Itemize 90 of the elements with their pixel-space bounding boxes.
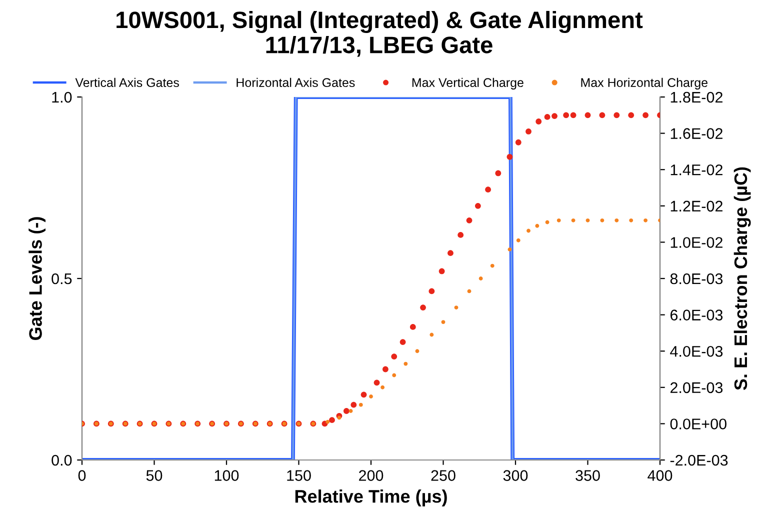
- point: [358, 402, 363, 407]
- point: [526, 128, 532, 134]
- x-tick-label: 250: [431, 470, 456, 481]
- y-tick-label: 0.5: [52, 273, 72, 284]
- point: [570, 112, 576, 118]
- point: [441, 320, 446, 324]
- x-tick-label: 0: [78, 470, 86, 481]
- point: [508, 247, 512, 252]
- point: [415, 349, 420, 354]
- point: [400, 339, 406, 345]
- point: [360, 392, 367, 398]
- point: [337, 416, 342, 420]
- y2-tick-label: 6.0E-03: [670, 310, 723, 320]
- x-tick-label: 200: [359, 470, 384, 481]
- y2-tick-label: 1.8E-02: [670, 92, 722, 103]
- point: [614, 218, 619, 222]
- y2-tick-label: 1.6E-02: [670, 128, 722, 139]
- point: [495, 170, 502, 176]
- legend-label: Max Vertical Charge: [412, 78, 524, 90]
- point: [467, 289, 472, 294]
- x-tick-label: 50: [146, 470, 162, 481]
- y-tick-label: 1.0: [52, 92, 72, 103]
- point: [420, 304, 426, 310]
- x-tick-label: 400: [648, 470, 672, 481]
- point: [478, 276, 483, 280]
- y2-tick-label: 1.2E-02: [670, 200, 722, 212]
- point: [343, 408, 350, 414]
- point: [348, 409, 353, 413]
- y2-tick-label: 1.0E-02: [670, 237, 722, 248]
- y2-tick-label: 4.0E-03: [670, 346, 723, 357]
- x-tick-label: 350: [576, 470, 600, 481]
- point: [474, 202, 481, 209]
- point: [644, 218, 648, 222]
- point: [430, 332, 434, 337]
- point: [374, 380, 380, 386]
- point: [490, 264, 494, 268]
- point: [535, 224, 540, 228]
- x-tick-label: 100: [214, 470, 239, 481]
- y2-tick-label: 8.0E-03: [670, 273, 723, 284]
- x-axis-title: Relative Time (µs): [295, 490, 447, 506]
- chart-title: 10WS001, Signal (Integrated) & Gate Alignment: [116, 10, 643, 34]
- point: [382, 366, 388, 372]
- point: [556, 218, 561, 222]
- x-tick-label: 150: [287, 470, 311, 481]
- point: [329, 417, 335, 424]
- chart-subtitle: 11/17/13, LBEG Gate: [266, 36, 492, 57]
- point: [586, 218, 590, 222]
- point: [350, 402, 357, 408]
- y2-tick-label: 0.0E+00: [670, 418, 726, 430]
- point: [536, 118, 542, 124]
- y2-tick-label: -2.0E-03: [670, 454, 728, 466]
- x-tick-label: 300: [503, 470, 528, 481]
- point: [392, 373, 396, 378]
- point: [454, 306, 458, 310]
- point: [458, 232, 464, 238]
- point: [369, 394, 373, 398]
- point: [448, 250, 454, 256]
- y2-tick-label: 2.0E-03: [670, 382, 723, 394]
- point: [380, 385, 385, 390]
- point: [584, 112, 591, 118]
- point: [599, 112, 606, 118]
- point: [526, 228, 530, 233]
- point: [614, 112, 620, 118]
- point: [552, 113, 558, 120]
- point: [326, 420, 330, 424]
- point: [438, 268, 445, 274]
- point: [642, 112, 648, 118]
- y2-tick-label: 1.4E-02: [670, 164, 722, 176]
- point: [485, 186, 491, 193]
- point: [391, 354, 398, 360]
- point: [410, 324, 416, 330]
- legend-label: Vertical Axis Gates: [75, 78, 179, 88]
- legend-label: Horizontal Axis Gates: [236, 78, 355, 88]
- point: [515, 139, 522, 146]
- point: [545, 220, 550, 224]
- point: [506, 154, 513, 160]
- point: [544, 114, 550, 120]
- point: [628, 112, 634, 118]
- point: [466, 217, 472, 224]
- point: [428, 288, 435, 294]
- point: [404, 362, 408, 366]
- y2-axis-title: S. E. Electron Charge (µC): [734, 167, 751, 390]
- y-tick-label: 0.0: [52, 454, 72, 466]
- point: [629, 218, 634, 222]
- point: [563, 112, 570, 118]
- point: [571, 218, 576, 222]
- legend-label: Max Horizontal Charge: [581, 78, 708, 90]
- point: [600, 218, 604, 222]
- point: [516, 238, 520, 242]
- y-axis-title: Gate Levels (-): [28, 217, 46, 340]
